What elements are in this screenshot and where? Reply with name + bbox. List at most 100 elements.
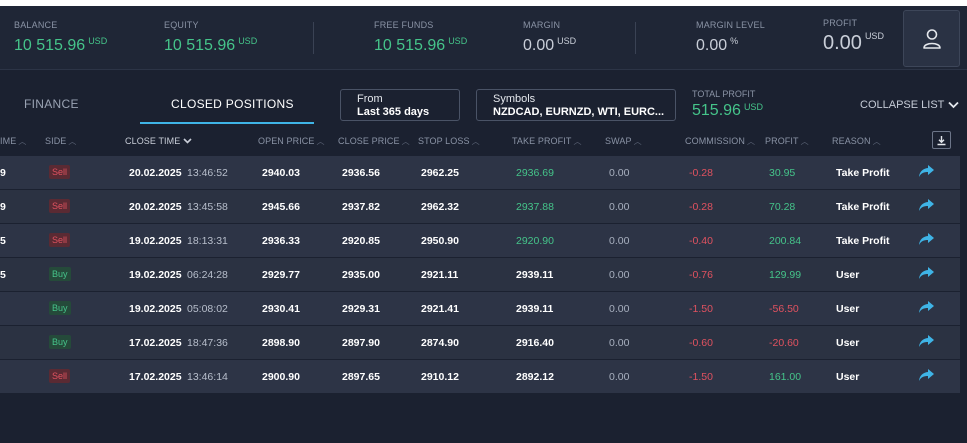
- cell-reason: User: [836, 303, 860, 315]
- cell-stop-loss: 2921.11: [421, 269, 459, 281]
- total-profit-value: 515.96: [692, 102, 741, 119]
- cell-profit: 30.95: [769, 167, 796, 179]
- cell-take-profit: 2892.12: [516, 371, 554, 383]
- share-button[interactable]: [918, 164, 935, 183]
- cell-close-price: 2935.00: [342, 269, 380, 281]
- cell-close-time: 18:13:31: [187, 235, 228, 247]
- symbols-filter[interactable]: Symbols NZDCAD, EURNZD, WTI, EURC...: [476, 89, 676, 121]
- table-row[interactable]: 19.02.2025 05:08:02 2930.41 2929.31 2921.41 2…: [0, 292, 960, 326]
- cell-take-profit: 2939.11: [516, 303, 554, 315]
- table-row[interactable]: 9 20.02.2025 13:46:52 2940.03 2936.56 2962.25…: [0, 156, 960, 190]
- column-header-side[interactable]: SIDE ︿: [45, 136, 77, 146]
- cell-open-price: 2940.03: [262, 167, 300, 179]
- margin-label: MARGIN: [523, 20, 561, 30]
- cell-swap: 0.00: [609, 201, 630, 213]
- tab-finance[interactable]: FINANCE: [24, 97, 79, 111]
- symbols-label: Symbols: [493, 93, 536, 105]
- profit-label: PROFIT: [823, 18, 858, 28]
- cell-swap: 0.00: [609, 371, 630, 383]
- total-profit: TOTAL PROFIT 515.96 USD: [692, 89, 763, 120]
- table-row[interactable]: 5 19.02.2025 18:13:31 2936.33 2920.85 2950.90…: [0, 224, 960, 258]
- column-header-take-profit[interactable]: TAKE PROFIT ︿: [512, 136, 582, 146]
- cell-stop-loss: 2910.12: [421, 371, 459, 383]
- column-header-swap[interactable]: SWAP ︿: [605, 136, 642, 146]
- share-button[interactable]: [918, 198, 935, 217]
- cell-profit: 70.28: [769, 201, 796, 213]
- cell-swap: 0.00: [609, 303, 630, 315]
- cell-close-time: 18:47:36: [187, 337, 228, 349]
- date-range-value: Last 365 days: [357, 106, 430, 118]
- cell-close-date: 17.02.2025: [129, 371, 182, 383]
- cell-profit: -56.50: [769, 303, 799, 315]
- cell-swap: 0.00: [609, 167, 630, 179]
- column-header-close-time[interactable]: CLOSE TIME: [125, 136, 192, 146]
- cell-reason: User: [836, 371, 860, 383]
- cell-take-profit: 2937.88: [516, 201, 554, 213]
- balance-label: BALANCE: [14, 20, 58, 30]
- margin-level-unit: %: [730, 36, 739, 46]
- free-funds-value: 10 515.96: [374, 37, 446, 54]
- equity-stat: EQUITY 10 515.96 USD: [164, 20, 257, 55]
- column-header-commission[interactable]: COMMISSION ︿: [685, 136, 756, 146]
- column-header-stop-loss[interactable]: STOP LOSS ︿: [418, 136, 480, 146]
- cell-close-date: 19.02.2025: [129, 235, 182, 247]
- cell-open-price: 2929.77: [262, 269, 300, 281]
- symbols-value: NZDCAD, EURNZD, WTI, EURC...: [493, 106, 665, 118]
- column-header-time[interactable]: IME ︿: [0, 136, 27, 146]
- cell-open-price: 2898.90: [262, 337, 300, 349]
- table-row[interactable]: 5 19.02.2025 06:24:28 2929.77 2935.00 2921.11…: [0, 258, 960, 292]
- cell-close-date: 20.02.2025: [129, 167, 182, 179]
- share-button[interactable]: [918, 368, 935, 387]
- share-button[interactable]: [918, 232, 935, 251]
- profit-stat: PROFIT 0.00 USD: [823, 18, 884, 55]
- table-row[interactable]: 17.02.2025 13:46:14 2900.90 2897.65 2910.12 2…: [0, 360, 960, 394]
- cell-open-price: 2945.66: [262, 201, 300, 213]
- cell-stop-loss: 2950.90: [421, 235, 459, 247]
- cell-swap: 0.00: [609, 269, 630, 281]
- cell-commission: -1.50: [689, 371, 713, 383]
- balance-unit: USD: [88, 36, 108, 46]
- cell-reason: Take Profit: [836, 167, 890, 179]
- share-button[interactable]: [918, 334, 935, 353]
- share-button[interactable]: [918, 300, 935, 319]
- side-badge: Sell: [49, 233, 71, 247]
- share-arrow-icon: [919, 233, 934, 245]
- table-row[interactable]: 17.02.2025 18:47:36 2898.90 2897.90 2874.90 2…: [0, 326, 960, 360]
- closed-positions-table: 9 20.02.2025 13:46:52 2940.03 2936.56 2962.25…: [0, 156, 960, 394]
- tab-closed-positions[interactable]: CLOSED POSITIONS: [171, 97, 294, 111]
- cell-stop-loss: 2874.90: [421, 337, 459, 349]
- side-badge: Buy: [49, 267, 71, 281]
- equity-label: EQUITY: [164, 20, 199, 30]
- cell-close-price: 2929.31: [342, 303, 380, 315]
- share-button[interactable]: [918, 266, 935, 285]
- margin-level-stat: MARGIN LEVEL 0.00%: [696, 20, 765, 55]
- cell-close-date: 20.02.2025: [129, 201, 182, 213]
- date-range-label: From: [357, 93, 383, 105]
- date-range-filter[interactable]: From Last 365 days: [340, 89, 460, 121]
- collapse-list-button[interactable]: COLLAPSE LIST: [860, 99, 960, 111]
- free-funds-label: FREE FUNDS: [374, 20, 434, 30]
- table-row[interactable]: 9 20.02.2025 13:45:58 2945.66 2937.82 2962.32…: [0, 190, 960, 224]
- equity-value: 10 515.96: [164, 37, 236, 54]
- margin-level-label: MARGIN LEVEL: [696, 20, 765, 30]
- active-tab-indicator: [140, 122, 314, 124]
- sort-desc-icon: [183, 138, 192, 144]
- cell-close-time: 13:46:52: [187, 167, 228, 179]
- chevron-down-icon: [948, 101, 960, 109]
- user-icon: [922, 28, 941, 49]
- cell-profit: 129.99: [769, 269, 802, 281]
- cell-open-price: 2936.33: [262, 235, 300, 247]
- cell-close-time: 06:24:28: [187, 269, 228, 281]
- cell-id: 9: [0, 167, 6, 179]
- cell-reason: User: [836, 269, 860, 281]
- download-button[interactable]: [932, 131, 951, 149]
- cell-commission: -0.40: [689, 235, 713, 247]
- share-arrow-icon: [919, 335, 934, 347]
- cell-commission: -0.60: [689, 337, 713, 349]
- free-funds-stat: FREE FUNDS 10 515.96 USD: [374, 20, 467, 55]
- column-header-close-price[interactable]: CLOSE PRICE ︿: [338, 136, 410, 146]
- column-header-open-price[interactable]: OPEN PRICE ︿: [258, 136, 325, 146]
- column-header-reason[interactable]: REASON ︿: [832, 136, 881, 146]
- column-header-profit[interactable]: PROFIT ︿: [765, 136, 809, 146]
- user-account-button[interactable]: [903, 10, 960, 67]
